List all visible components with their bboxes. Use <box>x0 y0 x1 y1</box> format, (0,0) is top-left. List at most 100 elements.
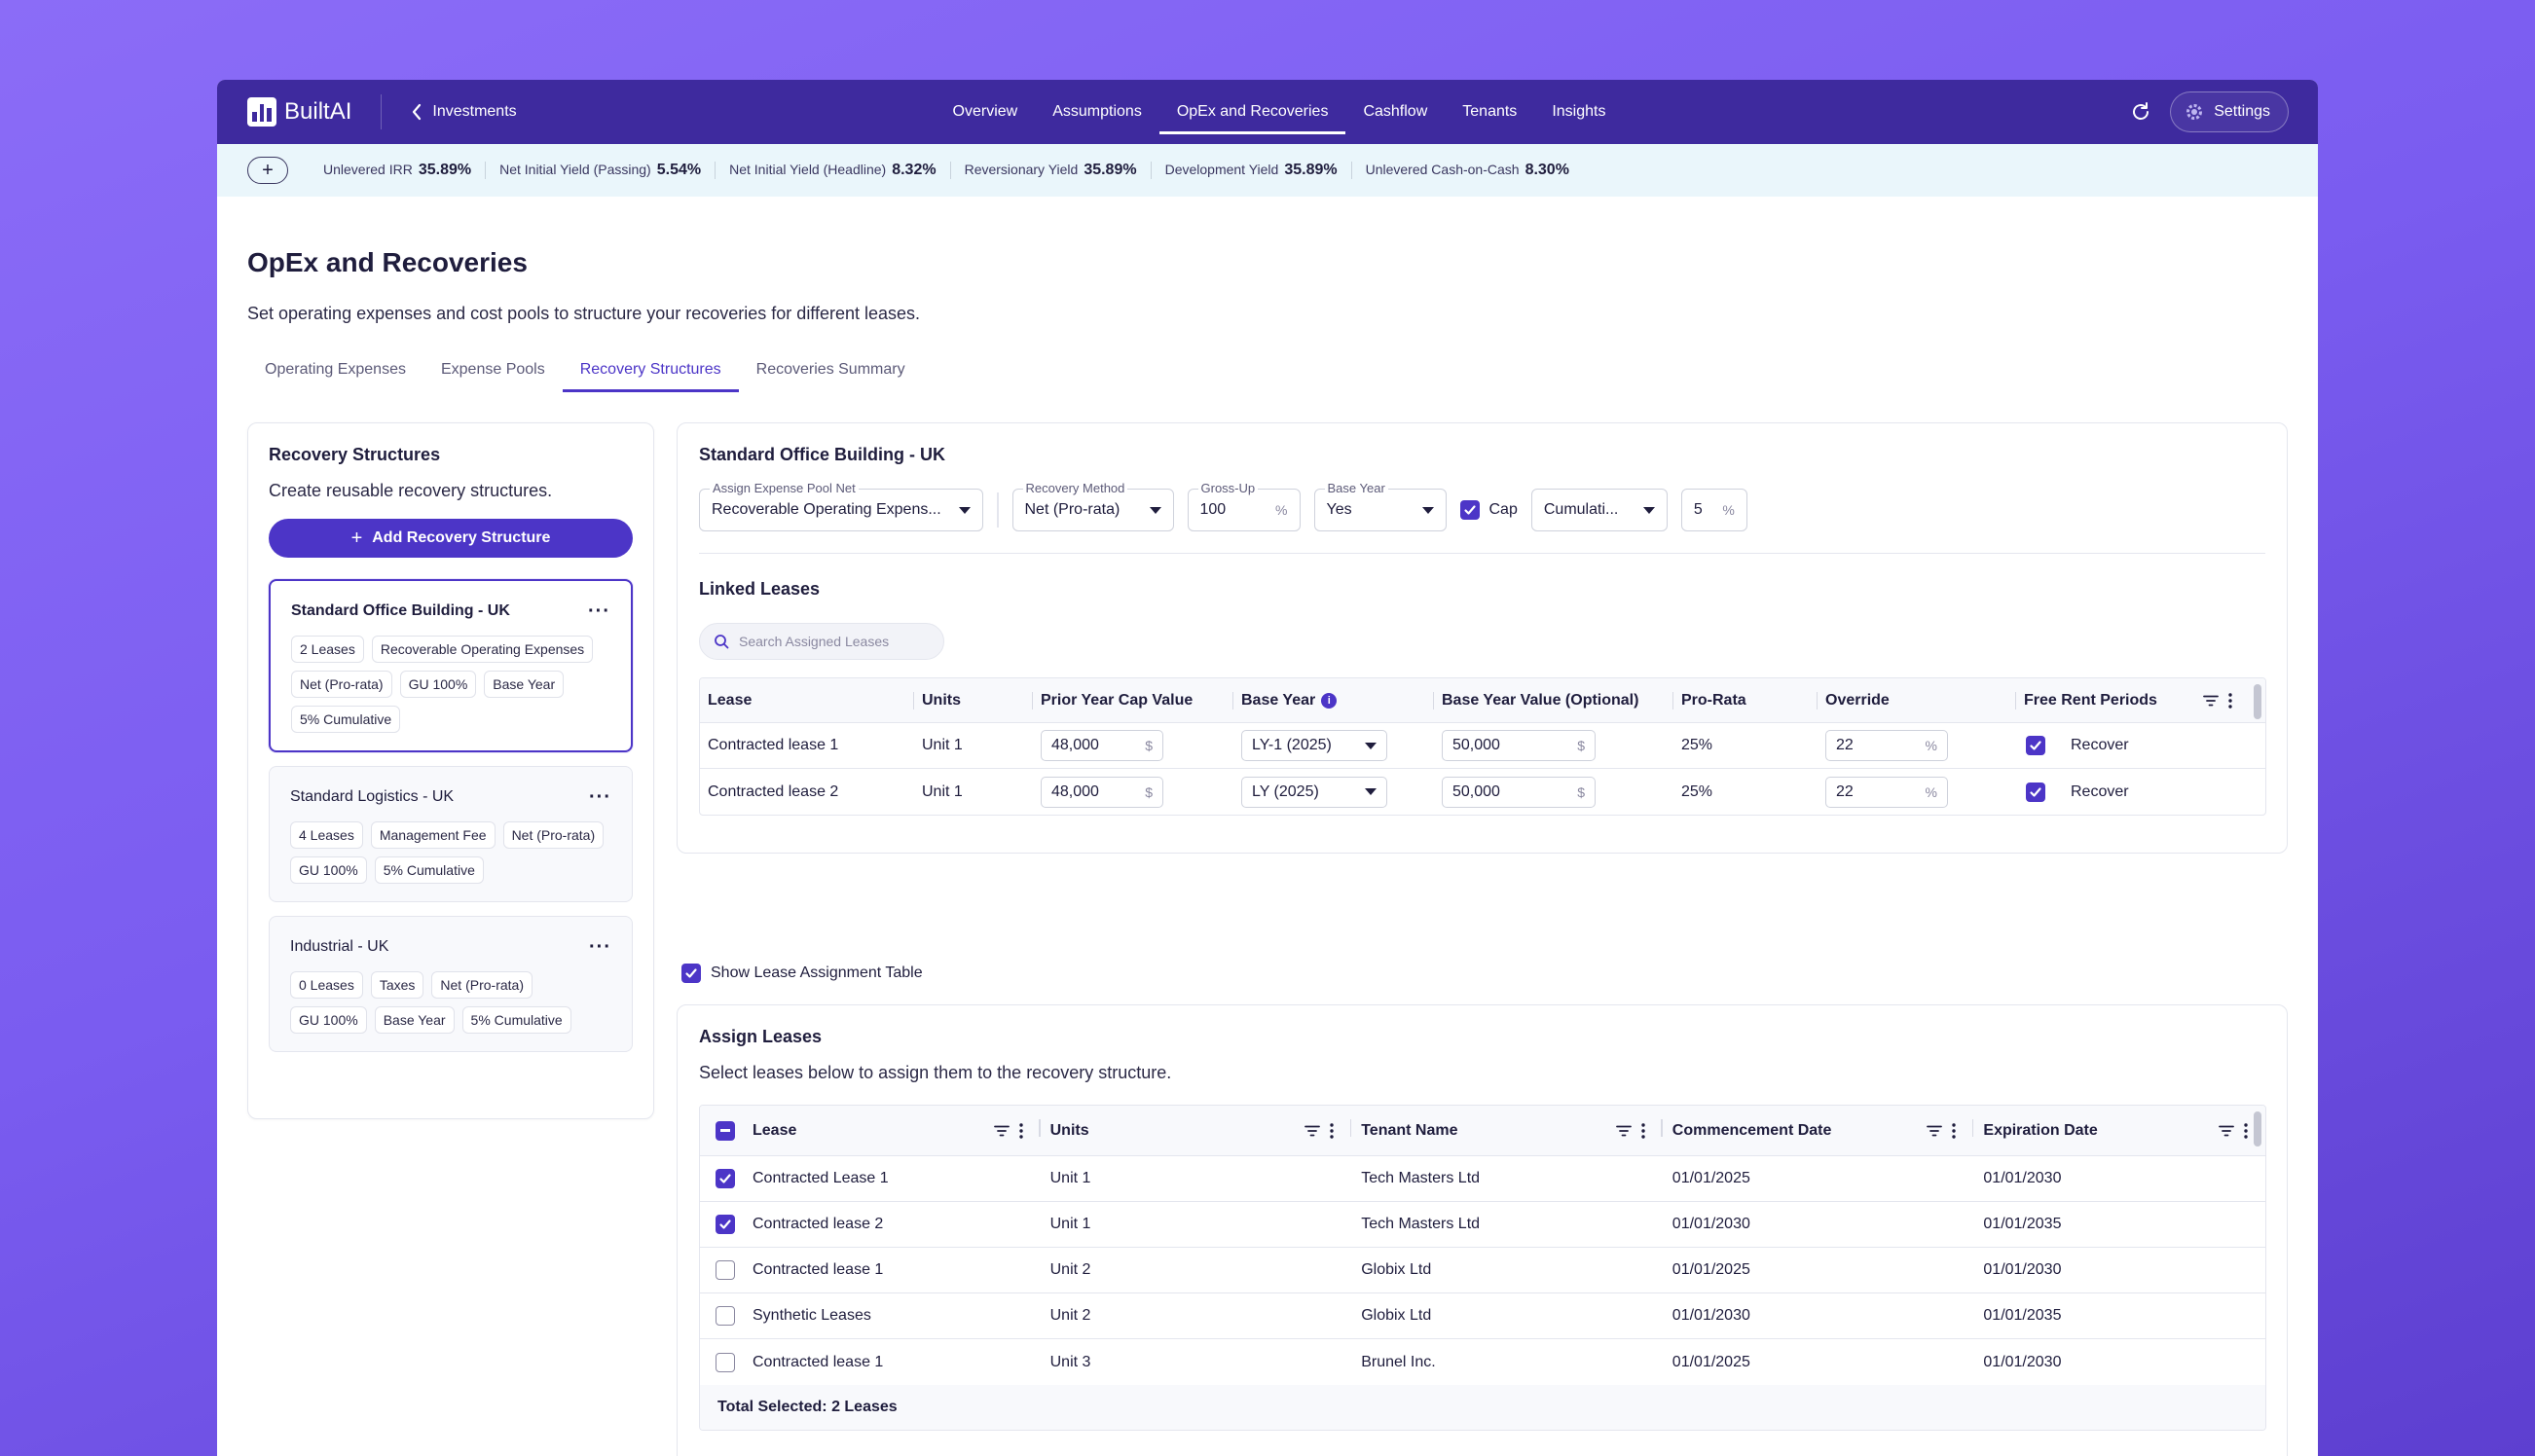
nav-item-overview[interactable]: Overview <box>952 103 1018 120</box>
filter-icon[interactable] <box>2219 1125 2234 1137</box>
column-header-pro-rata[interactable]: Pro-Rata <box>1673 678 1818 722</box>
lease-name: Contracted lease 1 <box>708 737 839 753</box>
column-header-lease[interactable]: Lease <box>733 1106 1041 1155</box>
more-options-icon[interactable]: ··· <box>589 936 611 958</box>
lease-select-checkbox[interactable] <box>716 1352 735 1372</box>
cap-checkbox[interactable] <box>1459 500 1480 520</box>
lease-unit: Unit 2 <box>1049 1307 1091 1324</box>
add-kpi-button[interactable]: + <box>247 157 288 184</box>
column-header-override[interactable]: Override <box>1818 678 2016 722</box>
column-header-commencement-date[interactable]: Commencement Date <box>1663 1106 1974 1155</box>
filter-icon[interactable] <box>1304 1125 1321 1137</box>
lease-select-checkbox[interactable] <box>716 1215 735 1234</box>
base-year-value-input[interactable]: 50,000 $ <box>1442 730 1596 761</box>
back-to-investments-link[interactable]: Investments <box>411 103 517 121</box>
tab-operating-expenses[interactable]: Operating Expenses <box>265 361 406 378</box>
gross-up-input[interactable]: Gross-Up 100 % <box>1187 481 1301 531</box>
tab-recoveries-summary[interactable]: Recoveries Summary <box>755 361 905 378</box>
free-rent-checkbox[interactable] <box>2026 782 2045 802</box>
kebab-menu-icon[interactable] <box>1641 1122 1645 1139</box>
structure-tag: 2 Leases <box>291 636 364 663</box>
base-year-select[interactable]: Base Year Yes <box>1313 481 1447 531</box>
lease-select-checkbox[interactable] <box>716 1306 735 1326</box>
chevron-down-icon <box>1365 742 1377 749</box>
base-year-label: Base Year <box>1324 481 1388 495</box>
chevron-left-icon <box>413 103 422 121</box>
more-options-icon[interactable]: ··· <box>589 786 611 808</box>
filter-icon[interactable] <box>993 1125 1010 1137</box>
column-header-lease[interactable]: Lease <box>700 678 914 722</box>
nav-item-cashflow[interactable]: Cashflow <box>1363 103 1428 120</box>
kebab-menu-icon[interactable] <box>1330 1122 1334 1139</box>
assign-lease-row[interactable]: Contracted lease 1 Unit 2 Globix Ltd 01/01/… <box>700 1248 2265 1293</box>
linked-leases-table: Lease Units Prior Year Cap Value Base Year i… <box>699 677 2266 816</box>
more-options-icon[interactable]: ··· <box>588 601 610 622</box>
assign-lease-row[interactable]: Contracted lease 1 Unit 3 Brunel Inc. 01/01… <box>700 1339 2265 1385</box>
base-year-value-input[interactable]: 50,000 $ <box>1442 776 1596 808</box>
free-rent-checkbox[interactable] <box>2026 736 2045 755</box>
table-scrollbar[interactable] <box>2254 1111 2261 1147</box>
lease-name: Contracted lease 2 <box>753 1216 884 1232</box>
assign-lease-row[interactable]: Synthetic Leases Unit 2 Globix Ltd 01/01/20… <box>700 1293 2265 1339</box>
recovery-structure-card[interactable]: Standard Office Building - UK ··· 2 Leases… <box>269 579 633 752</box>
tab-expense-pools[interactable]: Expense Pools <box>440 361 545 378</box>
nav-item-insights[interactable]: Insights <box>1552 103 1606 120</box>
app-logo[interactable]: BuiltAI <box>247 97 351 127</box>
settings-label: Settings <box>2214 103 2270 120</box>
main-nav: Overview Assumptions OpEx and Recoveries Ca… <box>217 80 2318 144</box>
prior-year-cap-input[interactable]: 48,000 $ <box>1041 730 1163 761</box>
kebab-menu-icon[interactable] <box>1018 1122 1023 1139</box>
expense-pool-select[interactable]: Assign Expense Pool Net Recoverable Oper… <box>699 481 983 531</box>
settings-button[interactable]: Settings <box>2170 91 2289 132</box>
column-header-tenant-name[interactable]: Tenant Name <box>1351 1106 1663 1155</box>
override-input[interactable]: 22% <box>1825 776 1948 808</box>
free-rent-label: Recover <box>2071 737 2129 753</box>
recovery-method-select[interactable]: Recovery Method Net (Pro-rata) <box>1011 481 1174 531</box>
tab-recovery-structures[interactable]: Recovery Structures <box>562 351 739 392</box>
commencement-date: 01/01/2025 <box>1672 1353 1750 1370</box>
kebab-menu-icon[interactable] <box>2228 692 2232 709</box>
nav-item-tenants[interactable]: Tenants <box>1462 103 1518 120</box>
recovery-structure-card[interactable]: Standard Logistics - UK ··· 4 Leases Manage… <box>269 766 633 902</box>
filter-icon[interactable] <box>1927 1125 1943 1137</box>
cap-type-select[interactable]: Cumulati... <box>1530 489 1668 531</box>
lease-unit: Unit 3 <box>1049 1353 1091 1370</box>
column-header-units[interactable]: Units <box>1041 1106 1352 1155</box>
show-lease-assignment-toggle[interactable]: Show Lease Assignment Table <box>681 964 923 983</box>
lease-select-checkbox[interactable] <box>716 1169 735 1188</box>
filter-icon[interactable] <box>2203 695 2219 707</box>
kebab-menu-icon[interactable] <box>2244 1122 2248 1139</box>
search-assigned-leases-input[interactable]: Search Assigned Leases <box>699 623 944 660</box>
base-year-select[interactable]: LY (2025) <box>1241 776 1387 808</box>
add-recovery-structure-button[interactable]: + Add Recovery Structure <box>269 519 633 558</box>
kebab-menu-icon[interactable] <box>1952 1122 1957 1139</box>
column-header-units[interactable]: Units <box>914 678 1033 722</box>
table-scrollbar[interactable] <box>2254 684 2261 719</box>
info-icon[interactable]: i <box>1321 692 1338 709</box>
kpi-reversionary-yield: Reversionary Yield 35.89% <box>951 162 1152 179</box>
filter-icon[interactable] <box>1615 1125 1632 1137</box>
column-header-label: Pro-Rata <box>1681 691 1746 709</box>
refresh-icon[interactable] <box>2129 100 2152 124</box>
show-lease-assignment-checkbox[interactable] <box>681 964 701 983</box>
nav-item-opex-and-recoveries[interactable]: OpEx and Recoveries <box>1158 80 1346 144</box>
assign-lease-row[interactable]: Contracted lease 2 Unit 1 Tech Masters Ltd… <box>700 1202 2265 1248</box>
column-header-base-year[interactable]: Base Year i <box>1233 678 1434 722</box>
recovery-method-value: Net (Pro-rata) <box>1024 501 1121 518</box>
column-header-prior-year-cap-value[interactable]: Prior Year Cap Value <box>1033 678 1233 722</box>
column-header-label: Expiration Date <box>1983 1121 2098 1139</box>
nav-item-assumptions[interactable]: Assumptions <box>1052 103 1142 120</box>
column-header-base-year-value-optional[interactable]: Base Year Value (Optional) <box>1434 678 1673 722</box>
recovery-structure-card[interactable]: Industrial - UK ··· 0 Leases Taxes Net (Pro-… <box>269 916 633 1052</box>
column-header-free-rent-periods[interactable]: Free Rent Periods <box>2016 678 2250 722</box>
lease-select-checkbox[interactable] <box>716 1260 735 1280</box>
linked-leases-title: Linked Leases <box>699 579 821 599</box>
prior-year-cap-input[interactable]: 48,000 $ <box>1041 776 1163 808</box>
base-year-select[interactable]: LY-1 (2025) <box>1241 730 1387 761</box>
cap-percent-input[interactable]: 5 % <box>1680 489 1747 531</box>
select-all-checkbox[interactable] <box>716 1120 735 1141</box>
cap-toggle[interactable]: Cap <box>1459 500 1518 520</box>
override-input[interactable]: 22% <box>1825 730 1948 761</box>
assign-lease-row[interactable]: Contracted Lease 1 Unit 1 Tech Masters Ltd… <box>700 1156 2265 1202</box>
column-header-expiration-date[interactable]: Expiration Date <box>1973 1106 2265 1155</box>
